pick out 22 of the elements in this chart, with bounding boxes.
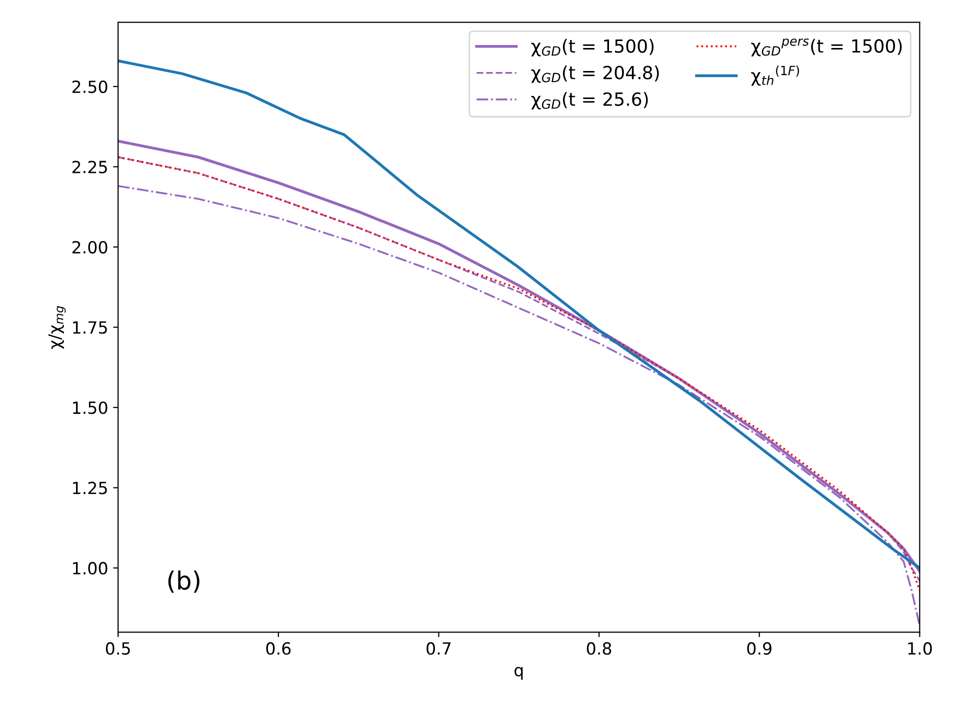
legend-label: χ$_{th}$$^{(1F)}$ bbox=[751, 65, 799, 86]
y-tick-label: 1.00 bbox=[73, 562, 108, 575]
x-tick-label: 0.7 bbox=[426, 642, 451, 655]
y-tick-label: 2.50 bbox=[72, 80, 108, 94]
x-tick-label: 0.8 bbox=[586, 642, 612, 655]
annotation: (b) bbox=[168, 570, 200, 593]
y-tick-label: 2.00 bbox=[72, 240, 108, 254]
legend-label: χ$_{GD}$(t = 1500) bbox=[531, 38, 654, 56]
y-tick-label: 1.25 bbox=[73, 482, 107, 494]
x-tick-label: 0.5 bbox=[106, 642, 130, 655]
y-axis-title: χ/χ$_{mg}$ bbox=[48, 306, 66, 349]
x-tick-label: 1.0 bbox=[908, 642, 932, 655]
legend-label: χ$_{GD}$(t = 204.8) bbox=[531, 65, 659, 83]
legend-label: χ$_{GD}$(t = 25.6) bbox=[531, 92, 648, 110]
y-tick-label: 1.75 bbox=[73, 321, 107, 334]
line-series bbox=[118, 59, 920, 570]
x-tick-label: 0.9 bbox=[747, 642, 772, 655]
y-tick-label: 2.25 bbox=[72, 160, 107, 174]
x-tick-label: 0.6 bbox=[266, 642, 291, 655]
y-tick-label: 1.50 bbox=[73, 401, 108, 414]
legend-label: χ$_{GD}$$^{pers}$(t = 1500) bbox=[751, 38, 902, 56]
x-axis-title: q bbox=[514, 666, 523, 680]
